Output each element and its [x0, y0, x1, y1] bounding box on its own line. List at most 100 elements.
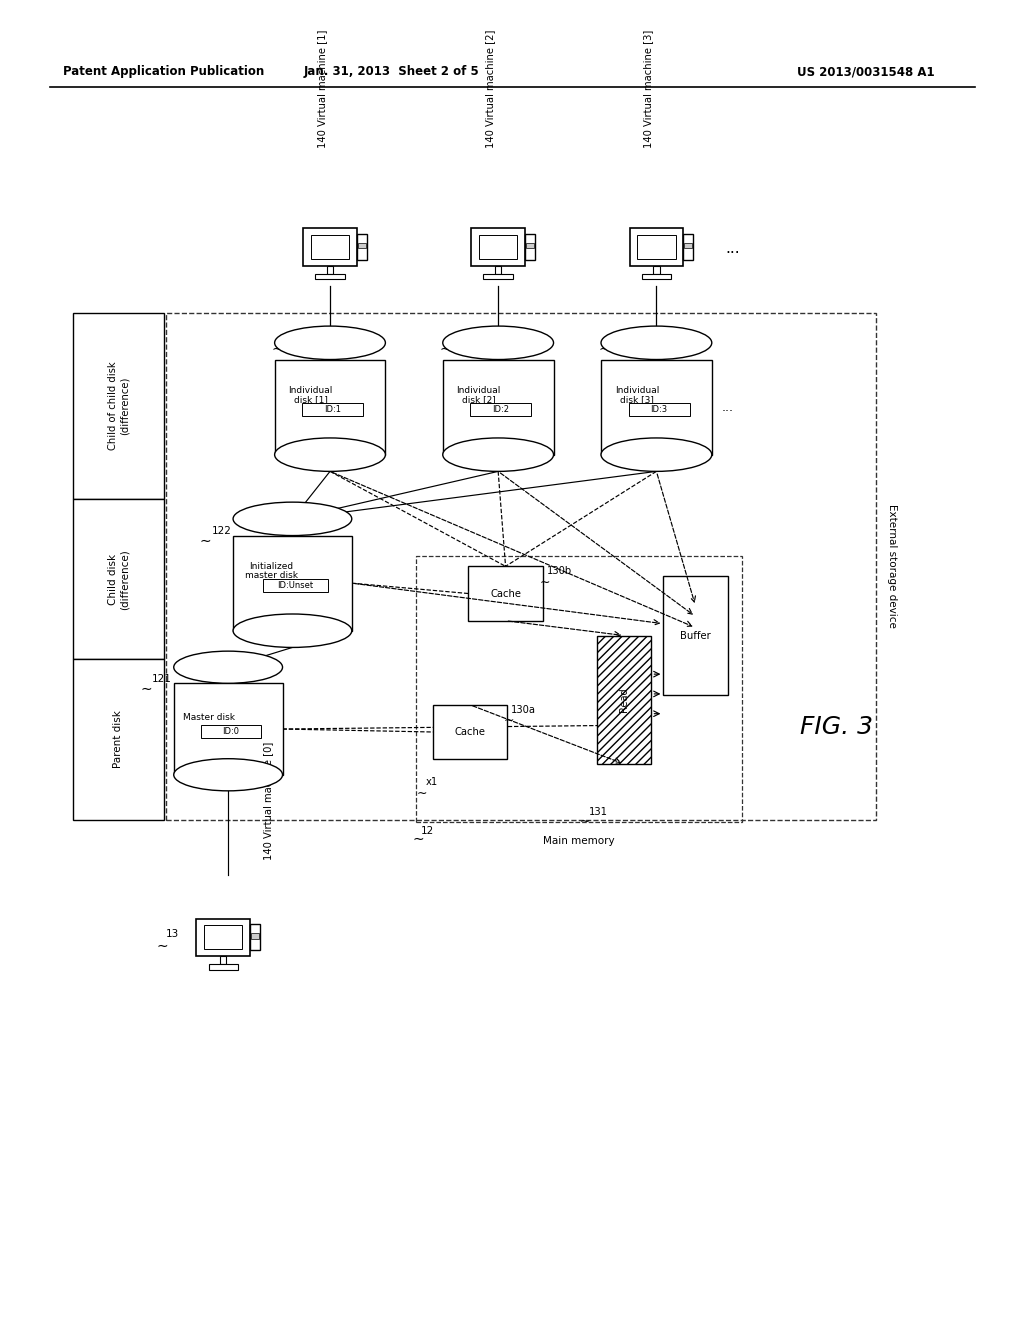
Bar [201, 726, 261, 738]
Text: 123: 123 [283, 333, 302, 343]
Text: ∼: ∼ [413, 833, 424, 846]
Ellipse shape [174, 651, 283, 684]
Ellipse shape [274, 326, 385, 359]
Bar [310, 235, 349, 259]
Text: Initialized: Initialized [250, 562, 294, 570]
Bar [483, 273, 513, 280]
Text: ∼: ∼ [504, 714, 514, 727]
Text: ∼: ∼ [417, 787, 427, 800]
Bar [233, 536, 352, 631]
Bar [166, 313, 876, 820]
Text: ∼: ∼ [540, 576, 550, 589]
Text: Child disk
(difference): Child disk (difference) [108, 549, 129, 610]
Ellipse shape [442, 438, 554, 471]
Bar [601, 359, 712, 454]
Bar [250, 924, 260, 950]
Text: Main memory: Main memory [544, 837, 615, 846]
Bar [642, 273, 671, 280]
Text: ID:1: ID:1 [325, 405, 341, 414]
Bar [174, 684, 283, 775]
Bar [73, 313, 164, 499]
Bar [263, 579, 328, 593]
Text: ID:Unset: ID:Unset [278, 581, 313, 590]
Text: Individual: Individual [457, 385, 501, 395]
Text: 13: 13 [166, 929, 179, 940]
Bar [637, 235, 676, 259]
Text: ...: ... [722, 400, 733, 413]
Ellipse shape [601, 438, 712, 471]
Text: ID:3: ID:3 [650, 405, 668, 414]
Bar [73, 659, 164, 820]
Text: x1: x1 [426, 777, 438, 787]
Bar [630, 228, 683, 265]
Text: ∼: ∼ [156, 939, 168, 953]
Text: master disk: master disk [245, 570, 298, 579]
Text: Cache: Cache [490, 589, 521, 598]
Bar [683, 234, 693, 260]
Text: ∼: ∼ [580, 814, 591, 828]
Ellipse shape [233, 502, 352, 536]
Bar [664, 577, 728, 694]
Bar [251, 933, 259, 939]
Bar [416, 557, 742, 821]
Text: FIG. 3: FIG. 3 [800, 714, 872, 739]
Bar [479, 235, 517, 259]
Bar [653, 265, 659, 273]
Ellipse shape [442, 326, 554, 359]
Text: Cache: Cache [455, 727, 485, 737]
Text: 121: 121 [152, 675, 172, 684]
Ellipse shape [274, 438, 385, 471]
Bar [220, 956, 226, 964]
Bar [495, 265, 502, 273]
Bar [526, 243, 534, 248]
Bar [597, 635, 651, 764]
Bar [442, 359, 554, 454]
Text: External storage device: External storage device [887, 504, 897, 628]
Text: 123: 123 [451, 333, 471, 343]
Text: ∼: ∼ [598, 342, 610, 355]
Text: 122: 122 [211, 525, 231, 536]
Bar [315, 273, 345, 280]
Bar [302, 403, 364, 416]
Bar [525, 234, 535, 260]
Bar [469, 566, 543, 620]
Text: ∼: ∼ [271, 342, 284, 355]
Bar [684, 243, 692, 248]
Text: 12: 12 [421, 826, 434, 837]
Text: Child of child disk
(difference): Child of child disk (difference) [108, 362, 129, 450]
Text: 140 Virtual machine [0]: 140 Virtual machine [0] [263, 742, 272, 861]
Text: 140 Virtual machine [2]: 140 Virtual machine [2] [485, 29, 496, 148]
Text: 140 Virtual machine [1]: 140 Virtual machine [1] [317, 29, 327, 148]
Text: 140 Virtual machine [3]: 140 Virtual machine [3] [643, 29, 653, 148]
Bar [327, 265, 333, 273]
Text: ∼: ∼ [440, 342, 452, 355]
Text: Individual: Individual [614, 385, 659, 395]
Text: disk [2]: disk [2] [462, 395, 496, 404]
Bar [433, 705, 507, 759]
Text: ID:0: ID:0 [222, 727, 240, 737]
Bar [471, 228, 525, 265]
Ellipse shape [174, 759, 283, 791]
Bar [303, 228, 356, 265]
Bar [357, 243, 366, 248]
Text: 131: 131 [589, 807, 608, 817]
Bar [356, 234, 367, 260]
Text: ∼: ∼ [140, 682, 152, 696]
Bar [197, 919, 250, 956]
Text: 130b: 130b [547, 566, 571, 577]
Ellipse shape [233, 614, 352, 647]
Text: Parent disk: Parent disk [114, 710, 123, 768]
Text: disk [1]: disk [1] [294, 395, 328, 404]
Ellipse shape [601, 326, 712, 359]
Bar [274, 359, 385, 454]
Bar [629, 403, 689, 416]
Bar [204, 925, 243, 949]
Text: Patent Application Publication: Patent Application Publication [62, 65, 264, 78]
Bar [209, 964, 238, 970]
Text: 130a: 130a [511, 705, 536, 714]
Text: disk [3]: disk [3] [621, 395, 654, 404]
Text: Individual: Individual [289, 385, 333, 395]
Bar [470, 403, 531, 416]
Text: ID:2: ID:2 [493, 405, 509, 414]
Text: ∼: ∼ [200, 533, 211, 548]
